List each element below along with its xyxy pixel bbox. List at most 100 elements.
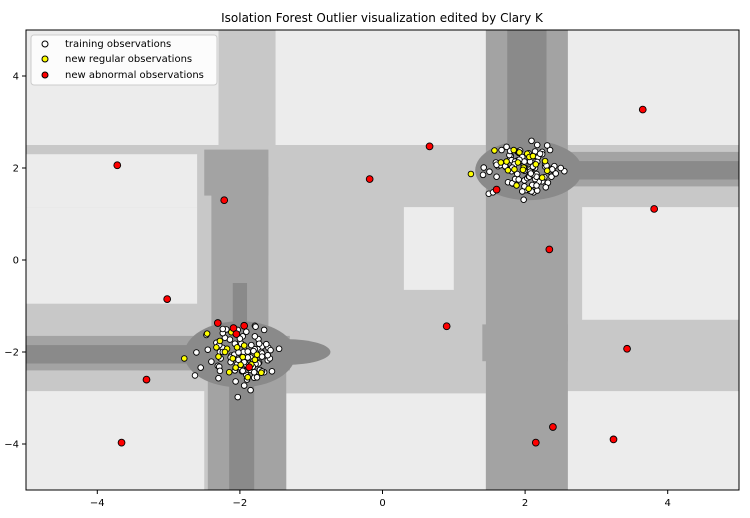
point-new-regular-observations [467,170,475,178]
point-new-regular-observations [213,344,220,351]
point-new-regular-observations [237,361,244,369]
point-training-observations [255,340,263,347]
point-training-observations [197,364,204,371]
legend-label-regular: new regular observations [65,54,192,65]
point-training-observations [528,137,535,145]
x-tick-label: −2 [233,498,248,509]
point-new-regular-observations [525,185,532,192]
point-new-abnormal-observations [163,295,172,303]
point-new-regular-observations [216,337,224,345]
point-new-regular-observations [532,161,540,168]
point-new-regular-observations [251,356,259,364]
point-training-observations [248,341,255,349]
point-new-abnormal-observations [220,196,229,205]
point-training-observations [542,184,550,191]
point-new-regular-observations [503,158,510,165]
point-new-regular-observations [215,353,222,360]
point-new-regular-observations [538,174,546,181]
point-new-regular-observations [513,182,520,189]
point-new-regular-observations [541,157,549,165]
point-training-observations [232,378,239,385]
series-new-regular-observations [181,146,551,381]
point-training-observations [208,358,215,365]
point-training-observations [193,349,200,356]
point-training-observations [260,326,268,334]
contour-spine-lower [229,379,255,490]
point-new-regular-observations [491,147,498,154]
point-new-regular-observations [510,146,517,154]
legend-marker-abnormal [41,71,49,79]
axis-ticks: −4 −2 0 2 4 −4 −2 0 2 4 [4,72,671,510]
point-new-abnormal-observations [650,205,659,213]
contour-region-left-upper [26,154,198,208]
point-training-observations [263,340,270,348]
point-training-observations [533,141,541,149]
point-new-regular-observations [233,344,241,351]
contour-arm-upper-right [560,161,739,180]
y-tick-label: 4 [13,72,19,83]
legend: training observations new regular observ… [30,34,218,86]
point-training-observations [520,196,527,203]
point-new-abnormal-observations [638,105,647,114]
point-training-observations [236,335,244,342]
contour-spine-upper [507,30,547,155]
point-training-observations [493,173,500,180]
point-training-observations [518,188,526,195]
point-new-regular-observations [514,159,522,166]
contour-region-left-middle [26,207,198,304]
point-training-observations [503,143,510,151]
point-training-observations [247,386,254,394]
point-training-observations [486,168,493,175]
point-training-observations [204,346,212,353]
point-new-regular-observations [239,353,247,361]
point-new-abnormal-observations [240,321,249,330]
point-new-abnormal-observations [545,245,554,254]
point-new-regular-observations [511,166,518,173]
point-new-abnormal-observations [213,319,222,327]
point-new-regular-observations [516,149,523,156]
point-training-observations [215,374,222,382]
contour-region-center [403,207,454,290]
point-training-observations [536,150,544,157]
point-new-abnormal-observations [623,344,631,353]
x-tick-label: 2 [522,498,528,509]
contour-arm-top-left [204,149,269,196]
contour-region-top-middle [275,30,486,145]
legend-marker-training [41,40,49,48]
point-training-observations [267,346,274,354]
point-training-observations [515,176,522,183]
point-training-observations [533,182,540,189]
point-new-regular-observations [258,369,265,376]
contour-arm-mid-right [482,324,568,362]
point-new-abnormal-observations [245,363,254,372]
point-new-abnormal-observations [492,185,501,194]
point-new-regular-observations [203,330,211,337]
point-training-observations [219,325,227,333]
y-tick-label: 2 [13,164,19,175]
y-tick-label: −2 [4,348,19,359]
point-training-observations [216,367,224,375]
point-new-regular-observations [221,348,229,356]
point-training-observations [252,323,259,330]
point-new-abnormal-observations [549,423,557,431]
point-new-abnormal-observations [232,330,241,338]
point-new-regular-observations [543,167,551,175]
point-new-regular-observations [529,152,537,160]
point-training-observations [264,351,271,359]
contour-arm-lower-left [26,345,205,364]
point-training-observations [498,146,505,154]
point-new-abnormal-observations [531,438,540,447]
point-training-observations [543,142,551,149]
point-new-regular-observations [225,368,233,376]
point-training-observations [234,393,242,401]
contour-region-right-middle [582,207,739,320]
contour-region-bottom-middle [286,393,486,490]
point-training-observations [240,382,248,389]
contour-arm-lower-right [496,186,554,334]
y-tick-label: 0 [13,256,19,267]
point-training-observations [251,333,259,340]
point-training-observations [268,368,276,375]
point-new-regular-observations [240,342,248,349]
point-new-regular-observations [232,364,239,371]
